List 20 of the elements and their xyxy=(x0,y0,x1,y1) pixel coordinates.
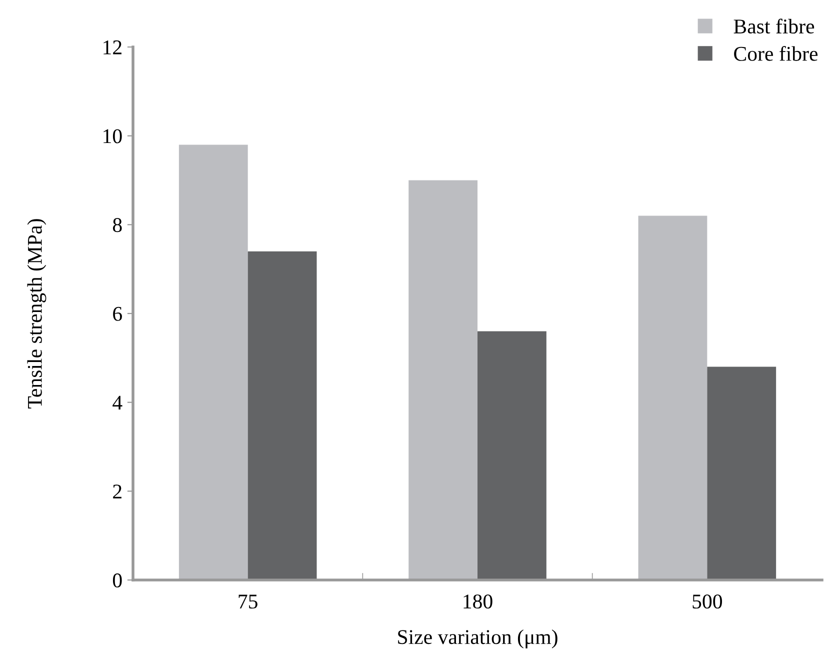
y-tick-label: 8 xyxy=(112,218,122,232)
y-tick-label: 2 xyxy=(113,484,122,498)
x-tick-label: 500 xyxy=(692,594,722,609)
x-tick-label: 75 xyxy=(238,594,258,609)
y-axis-title: Tensile strength (MPa) xyxy=(27,219,46,408)
bar xyxy=(707,366,776,580)
bar xyxy=(178,144,248,580)
bar xyxy=(408,180,478,580)
y-tick-label: 10 xyxy=(104,129,122,144)
bar xyxy=(478,331,546,580)
y-tick-label: 12 xyxy=(104,40,122,54)
x-tick-label: 180 xyxy=(464,594,492,609)
legend-label: Core fibre xyxy=(734,46,818,61)
bar xyxy=(248,251,317,580)
y-tick-label: 6 xyxy=(113,306,122,321)
bar xyxy=(638,216,708,580)
legend-label: Bast fibre xyxy=(734,18,814,34)
x-axis-title: Size variation (μm) xyxy=(398,629,558,648)
y-tick-label: 4 xyxy=(112,396,122,410)
y-tick-label: 0 xyxy=(112,573,122,588)
